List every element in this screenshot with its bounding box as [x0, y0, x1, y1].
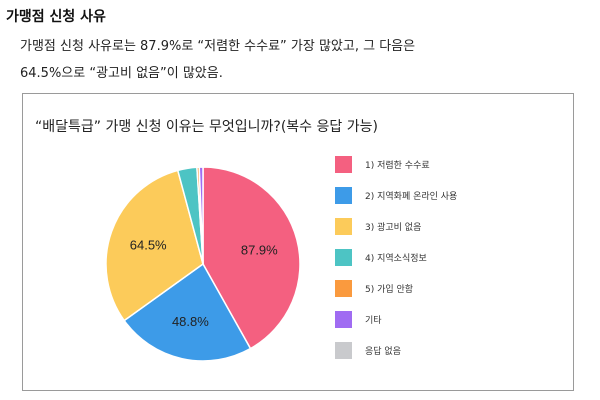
pie-chart: 87.9% 48.8% 64.5%	[105, 166, 301, 362]
legend-item: 기타	[335, 310, 382, 328]
legend-swatch	[335, 248, 352, 266]
legend-item: 응답 없음	[335, 341, 401, 359]
pie-data-label: 87.9%	[241, 242, 278, 257]
pie-data-label: 48.8%	[172, 314, 209, 329]
summary-paragraph: 가맹점 신청 사유로는 87.9%로 “저렴한 수수료” 가장 많았고, 그 다…	[20, 33, 590, 87]
legend-swatch	[335, 279, 352, 297]
summary-line-1: 가맹점 신청 사유로는 87.9%로 “저렴한 수수료” 가장 많았고, 그 다…	[20, 39, 416, 54]
legend-label: 4) 지역소식정보	[365, 253, 427, 264]
legend-swatch	[335, 155, 352, 173]
legend-label: 기타	[365, 315, 382, 326]
legend-item: 4) 지역소식정보	[335, 248, 427, 266]
summary-line-2: 64.5%으로 “광고비 없음”이 많았음.	[20, 66, 223, 81]
legend-swatch	[335, 341, 352, 359]
pie-slice	[202, 166, 301, 350]
legend-swatch	[335, 310, 352, 328]
legend-label: 5) 가입 안함	[365, 284, 414, 295]
legend-item: 3) 광고비 없음	[335, 217, 422, 235]
legend-label: 1) 저렴한 수수료	[365, 160, 430, 171]
legend-label: 3) 광고비 없음	[365, 222, 422, 233]
pie-slice	[123, 262, 252, 362]
section-heading: 가맹점 신청 사유	[6, 9, 106, 25]
legend-item: 5) 가입 안함	[335, 279, 414, 297]
pie-slice	[198, 166, 204, 265]
pie-slice	[105, 169, 204, 322]
legend-item: 2) 지역화폐 온라인 사용	[335, 186, 458, 204]
chart-frame: “배달특급” 가맹 신청 이유는 무엇입니까?(복수 응답 가능) 87.9% 4…	[22, 93, 574, 391]
legend-swatch	[335, 186, 352, 204]
legend-item: 1) 저렴한 수수료	[335, 155, 430, 173]
legend-label: 2) 지역화폐 온라인 사용	[365, 191, 458, 202]
legend-swatch	[335, 217, 352, 235]
chart-title: “배달특급” 가맹 신청 이유는 무엇입니까?(복수 응답 가능)	[35, 119, 378, 135]
pie-data-label: 64.5%	[130, 237, 167, 252]
legend-label: 응답 없음	[365, 346, 401, 357]
